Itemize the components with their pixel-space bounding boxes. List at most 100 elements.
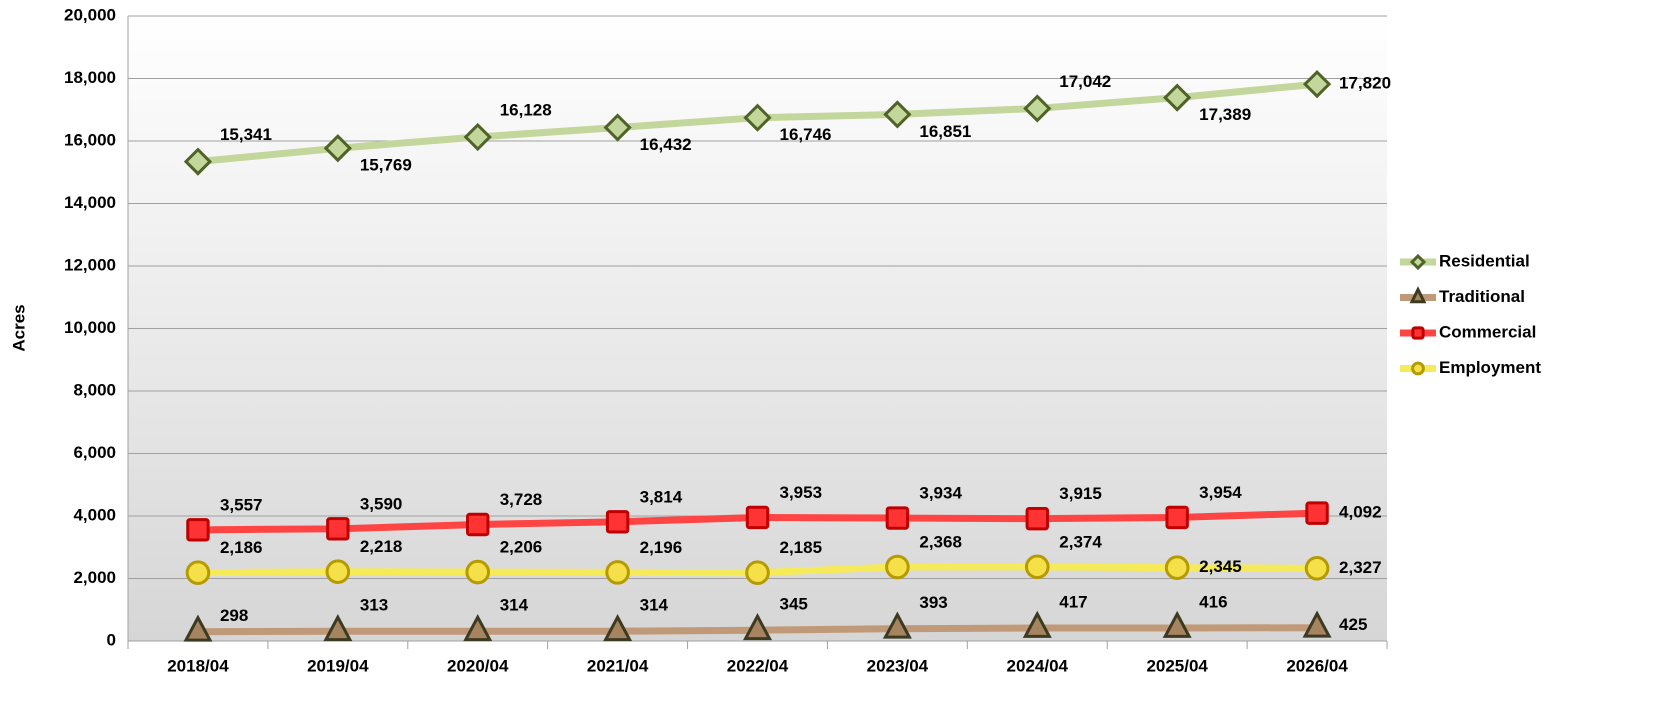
data-label: 3,557 [220,495,263,514]
y-axis-label: Acres [9,304,28,351]
marker [466,512,490,537]
data-label: 16,851 [919,122,971,141]
data-label: 2,368 [919,532,962,551]
data-label: 425 [1339,615,1367,634]
y-tick-label: 16,000 [64,130,116,149]
data-label: 417 [1059,592,1087,611]
marker [325,559,351,584]
marker [605,560,630,585]
y-tick-label: 14,000 [64,193,116,212]
data-label: 2,374 [1059,532,1102,551]
marker [742,613,773,641]
y-tick-label: 12,000 [64,255,116,274]
marker [1305,501,1329,525]
marker [745,505,770,530]
y-tick-label: 0 [107,630,116,649]
data-label: 2,218 [360,537,403,556]
marker [1409,286,1427,304]
data-label: 17,389 [1199,105,1251,124]
marker [743,103,772,132]
marker [603,614,633,642]
data-label: 16,746 [780,125,832,144]
y-tick-label: 20,000 [64,5,116,24]
data-label: 4,092 [1339,503,1382,522]
marker [1023,94,1052,123]
data-label: 2,327 [1339,558,1382,577]
data-label: 2,185 [780,538,823,557]
y-tick-label: 8,000 [73,380,116,399]
x-tick-label: 2019/04 [307,656,369,675]
marker [1304,555,1330,581]
marker [1411,361,1425,376]
data-label: 3,728 [500,490,543,509]
data-label: 2,186 [220,538,263,557]
legend-label: Residential [1439,251,1530,270]
marker [323,134,352,163]
legend-label: Commercial [1439,322,1536,341]
data-label: 3,953 [780,483,823,502]
data-label: 2,196 [640,538,683,557]
data-label: 2,206 [500,538,543,557]
data-label: 15,341 [220,125,272,144]
legend-label: Employment [1439,358,1541,377]
y-tick-label: 6,000 [73,443,116,462]
marker [323,614,353,642]
data-label: 17,042 [1059,72,1111,91]
marker [185,560,211,585]
data-label: 2,345 [1199,557,1242,576]
marker [1025,506,1049,531]
y-tick-label: 4,000 [73,505,116,524]
marker [1022,610,1052,638]
marker [183,147,213,176]
x-tick-label: 2020/04 [447,656,509,675]
x-tick-label: 2026/04 [1286,656,1348,675]
data-label: 3,915 [1059,484,1102,503]
data-label: 314 [500,596,529,615]
marker [463,122,492,152]
marker [1302,610,1332,638]
marker [1162,610,1192,638]
data-label: 3,954 [1199,483,1242,502]
data-label: 345 [780,595,808,614]
marker [1409,253,1427,271]
data-label: 416 [1199,592,1227,611]
data-label: 3,934 [919,484,962,503]
marker [883,100,912,129]
x-tick-label: 2024/04 [1007,656,1069,675]
x-tick-label: 2018/04 [167,656,229,675]
marker [882,611,912,639]
legend-label: Traditional [1439,287,1525,306]
data-label: 3,590 [360,494,403,513]
x-tick-label: 2025/04 [1146,656,1208,675]
data-label: 298 [220,606,248,625]
marker [605,510,630,534]
x-tick-label: 2022/04 [727,656,789,675]
marker [326,517,350,541]
data-label: 3,814 [640,487,683,506]
marker [183,614,213,642]
y-tick-label: 18,000 [64,68,116,87]
x-tick-label: 2021/04 [587,656,649,675]
data-label: 16,128 [500,100,552,119]
data-label: 393 [919,593,947,612]
data-label: 313 [360,596,388,615]
marker [1024,554,1050,580]
marker [463,614,493,642]
data-label: 15,769 [360,156,412,175]
data-label: 16,432 [640,135,692,154]
marker [186,518,210,542]
marker [1164,555,1190,581]
marker [1411,326,1425,340]
data-label: 314 [640,596,669,615]
marker [1163,83,1192,112]
marker [603,113,632,142]
marker [745,560,770,586]
y-tick-label: 2,000 [73,568,116,587]
y-tick-label: 10,000 [64,318,116,337]
x-tick-label: 2023/04 [867,656,929,675]
marker [1165,505,1189,530]
marker [885,506,910,530]
data-label: 17,820 [1339,74,1391,93]
marker [885,554,910,580]
